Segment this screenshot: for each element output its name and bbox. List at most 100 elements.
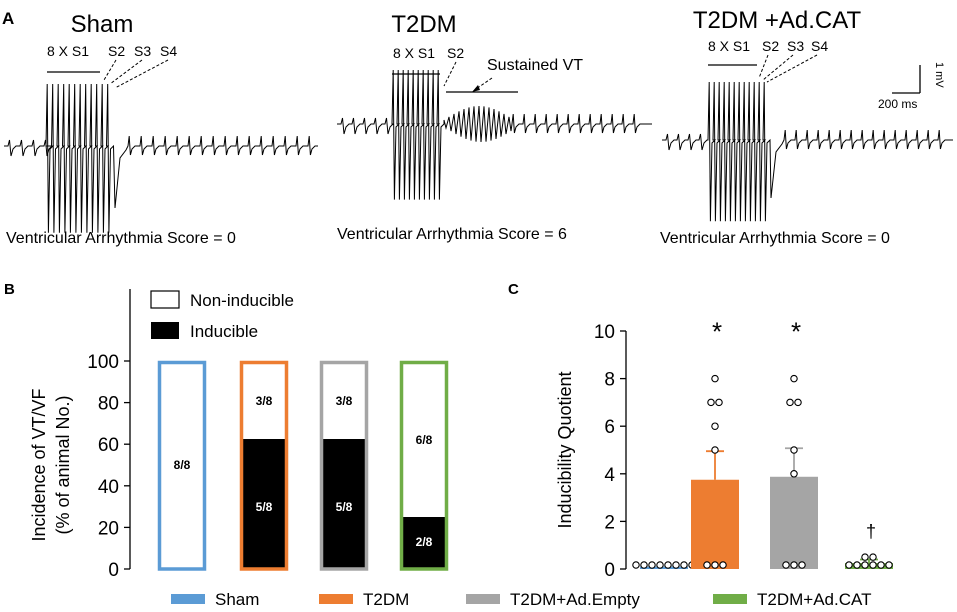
score-text-cat: Ventricular Arrhythmia Score = 0 — [660, 230, 890, 247]
chart-c-bar-t2dm — [691, 479, 739, 569]
chart-c-point-sham — [648, 561, 656, 569]
stim-label-t2dm: 8 X S1 — [393, 45, 435, 61]
chart-b-label-noninducible-t2dm: 3/8 — [256, 394, 273, 408]
ecg-trace-t2dm — [337, 69, 652, 200]
chart-b-ytick-label: 80 — [98, 394, 119, 415]
annotation-arrowhead-t2dm — [472, 85, 480, 92]
chart-b-bar-inducible-t2dm-empty — [320, 439, 368, 569]
s3-label-sham: S3 — [134, 43, 151, 59]
chart-c-point-t2dm — [707, 398, 715, 407]
panel-a-letter: A — [2, 9, 14, 28]
chart-c-point-sham — [656, 561, 664, 569]
chart-c-point-sham — [640, 561, 648, 569]
chart-c-point-sham — [680, 561, 688, 569]
chart-c: Inducibility Quotient 0 2 4 6 8 10 * * † — [555, 317, 893, 581]
chart-b-bar-outline-sham — [157, 360, 207, 571]
score-text-sham: Ventricular Arrhythmia Score = 0 — [6, 230, 236, 247]
chart-c-bar-t2dm-cat — [845, 563, 893, 569]
chart-b-bar-inducible-t2dm — [240, 439, 288, 569]
chart-c-point-t2dm-empty — [794, 398, 802, 407]
chart-c-ytick-label: 2 — [604, 512, 615, 533]
chart-c-point-t2dm-cat — [877, 561, 885, 569]
chart-b-bar-outline-t2dm-empty — [319, 360, 369, 571]
chart-b-ytick-label: 40 — [98, 477, 119, 498]
panel-c-letter: C — [508, 281, 519, 298]
chart-b-label-noninducible-t2dm-empty: 3/8 — [336, 394, 353, 408]
chart-b-bar-outline-t2dm — [239, 360, 289, 571]
chart-c-point-t2dm-cat — [861, 561, 869, 569]
chart-c-point-t2dm — [711, 374, 719, 383]
legend-label-t2dm: T2DM — [363, 590, 409, 609]
legend-swatch-t2dm-empty — [466, 594, 500, 604]
chart-c-ytick-label: 6 — [604, 417, 615, 438]
s2-label-t2dm: S2 — [447, 45, 464, 61]
stim-label-cat: 8 X S1 — [708, 38, 750, 54]
pointer-s2-t2dm — [443, 61, 457, 87]
chart-b-bar-outline-t2dm-cat — [399, 360, 449, 571]
shared-legend: Sham T2DM T2DM+Ad.Empty T2DM+Ad.CAT — [171, 590, 871, 609]
legend-label-t2dm-empty: T2DM+Ad.Empty — [510, 590, 640, 609]
stim-label-sham: 8 X S1 — [47, 43, 89, 59]
scale-bar: 1 mV 200 ms — [878, 62, 945, 111]
chart-b-ytick-label: 0 — [108, 560, 119, 581]
chart-c-point-t2dm — [711, 422, 719, 430]
chart-c-point-t2dm — [703, 561, 711, 569]
trace-panel-sham: Sham 8 X S1 S2 S3 S4 Ventricular Arrhyth… — [4, 11, 318, 247]
score-text-t2dm: Ventricular Arrhythmia Score = 6 — [337, 226, 567, 243]
legend-label-noninducible: Non-inducible — [190, 291, 294, 310]
pointer-s4-cat — [766, 54, 818, 83]
trace-panel-cat: T2DM +Ad.CAT 8 X S1 S2 S3 S4 Ventricular… — [660, 7, 953, 247]
chart-c-point-t2dm-empty — [790, 446, 798, 454]
chart-b-label-inducible-t2dm-cat: 2/8 — [416, 535, 433, 549]
s2-label-cat: S2 — [762, 38, 779, 54]
chart-b-label-noninducible-t2dm-cat: 6/8 — [416, 433, 433, 447]
chart-c-point-t2dm-cat — [869, 553, 877, 561]
legend-label-sham: Sham — [215, 590, 259, 609]
panel-b-letter: B — [4, 281, 15, 298]
chart-b-ylabel-line2: (% of animal No.) — [53, 395, 73, 534]
chart-c-point-t2dm-empty — [782, 561, 790, 569]
legend-swatch-t2dm-cat — [713, 594, 747, 604]
s2-label-sham: S2 — [108, 43, 125, 59]
chart-b-y-axis: 0 20 40 60 80 100 — [87, 352, 130, 581]
pointer-s3-sham — [109, 59, 143, 85]
scale-bar-time: 200 ms — [878, 97, 917, 111]
ecg-trace-cat — [662, 81, 953, 222]
chart-c-point-t2dm-empty — [786, 398, 794, 407]
chart-b: Incidence of VT/VF (% of animal No.) 0 20… — [29, 289, 449, 581]
chart-c-point-t2dm-empty — [790, 374, 798, 383]
legend-label-t2dm-cat: T2DM+Ad.CAT — [757, 590, 871, 609]
chart-b-bar-inducible-t2dm-cat — [400, 517, 448, 569]
chart-c-ytick-label: 4 — [604, 465, 615, 486]
chart-c-point-t2dm — [711, 561, 719, 569]
chart-c-point-sham — [632, 561, 640, 569]
trace-title-sham: Sham — [71, 11, 134, 38]
legend-swatch-sham — [171, 594, 205, 604]
ecg-trace-sham — [4, 83, 318, 233]
chart-b-bars: 8/8 3/8 5/8 3/8 5/8 6/8 2/8 — [157, 360, 449, 571]
chart-c-ytick-label: 8 — [604, 370, 615, 391]
chart-c-point-t2dm-empty — [790, 561, 798, 569]
chart-c-significance-t2dm-empty: * — [791, 317, 801, 347]
trace-panel-t2dm: T2DM 8 X S1 S2 Sustained VT Ventricular … — [337, 11, 652, 243]
chart-c-point-t2dm-cat — [861, 553, 869, 561]
s4-label-sham: S4 — [160, 43, 177, 59]
scale-bar-voltage: 1 mV — [933, 62, 945, 88]
pointer-s2-sham — [103, 59, 117, 81]
chart-c-ylabel: Inducibility Quotient — [555, 371, 575, 528]
chart-c-ytick-label: 0 — [604, 560, 615, 581]
chart-c-significance-t2dm-cat: † — [866, 521, 876, 541]
chart-b-ylabel-line1: Incidence of VT/VF — [29, 388, 49, 541]
chart-c-point-t2dm-cat — [869, 561, 877, 569]
chart-b-ytick-label: 60 — [98, 435, 119, 456]
chart-c-bars: * * † — [632, 317, 893, 569]
chart-c-point-t2dm — [719, 561, 727, 569]
trace-title-t2dm: T2DM — [391, 11, 456, 38]
chart-c-y-axis: 0 2 4 6 8 10 — [594, 322, 626, 581]
chart-c-point-t2dm-cat — [885, 561, 893, 569]
chart-c-point-t2dm-cat — [853, 561, 861, 569]
annotation-t2dm: Sustained VT — [487, 57, 583, 74]
chart-b-label-noninducible-sham: 8/8 — [174, 458, 191, 472]
chart-b-ytick-label: 20 — [98, 518, 119, 539]
